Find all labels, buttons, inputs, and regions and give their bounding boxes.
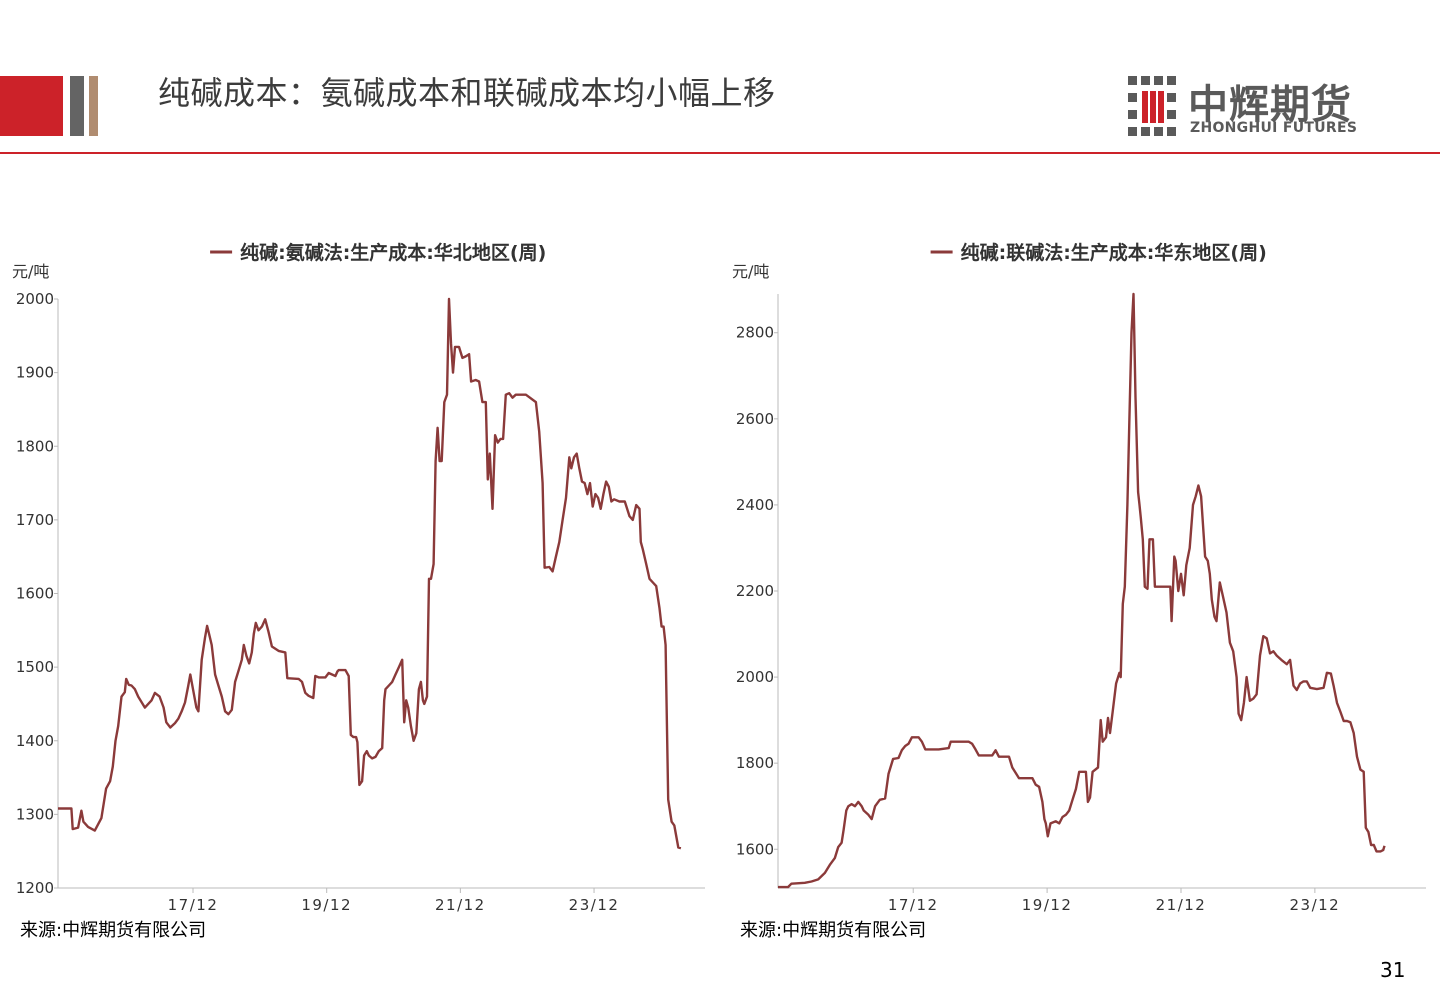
source-note-right: 来源:中辉期货有限公司 <box>740 920 927 941</box>
y-tick-label: 1600 <box>736 840 774 858</box>
logo-grid-icon <box>1128 76 1176 136</box>
y-axis-unit-label: 元/吨 <box>732 262 769 281</box>
ammonia-soda-cost-chart: 纯碱:氨碱法:生产成本:华北地区(周) 元/吨 1200 1300 1400 1500 16… <box>12 241 705 914</box>
y-axis-unit-label: 元/吨 <box>12 262 49 281</box>
y-tick-label: 1900 <box>16 364 54 382</box>
header-tan-bar <box>89 76 98 136</box>
x-tick-label: 17/12 <box>888 896 939 914</box>
y-tick-label: 2600 <box>736 410 774 428</box>
header-gray-bar <box>70 76 84 136</box>
y-tick-label: 1800 <box>736 754 774 772</box>
header-red-bar <box>0 76 63 136</box>
left-series-line <box>58 297 682 850</box>
y-tick-label: 1800 <box>16 437 54 455</box>
y-tick-label: 1500 <box>16 658 54 676</box>
x-tick-label: 21/12 <box>1156 896 1207 914</box>
page-number: 31 <box>1380 958 1406 982</box>
y-tick-label: 1300 <box>16 805 54 823</box>
source-note-left: 来源:中辉期货有限公司 <box>20 920 207 941</box>
y-tick-label: 2800 <box>736 324 774 342</box>
x-tick-label: 19/12 <box>301 896 352 914</box>
y-tick-label: 1600 <box>16 585 54 603</box>
header-divider <box>0 152 1440 154</box>
x-tick-label: 21/12 <box>435 896 486 914</box>
y-tick-label: 1200 <box>16 879 54 897</box>
x-tick-label: 17/12 <box>168 896 219 914</box>
joint-soda-cost-chart: 纯碱:联碱法:生产成本:华东地区(周) 元/吨 1600 1800 2000 2200 24… <box>732 241 1426 914</box>
x-tick-label: 23/12 <box>569 896 620 914</box>
y-tick-label: 1700 <box>16 511 54 529</box>
right-series-line <box>778 292 1386 889</box>
zhonghui-logo: 中辉期货 ZHONGHUI FUTURES <box>1128 74 1358 138</box>
legend-label: 纯碱:联碱法:生产成本:华东地区(周) <box>961 241 1267 264</box>
page-title: 纯碱成本：氨碱成本和联碱成本均小幅上移 <box>158 74 776 112</box>
y-tick-label: 1400 <box>16 732 54 750</box>
x-tick-label: 23/12 <box>1290 896 1341 914</box>
y-tick-label: 2400 <box>736 496 774 514</box>
y-tick-label: 2000 <box>16 290 54 308</box>
y-tick-label: 2200 <box>736 582 774 600</box>
logo-english-text: ZHONGHUI FUTURES <box>1190 120 1358 136</box>
logo-chinese-text: 中辉期货 <box>1188 82 1352 128</box>
x-tick-label: 19/12 <box>1022 896 1073 914</box>
y-tick-label: 2000 <box>736 668 774 686</box>
legend-label: 纯碱:氨碱法:生产成本:华北地区(周) <box>240 241 546 264</box>
